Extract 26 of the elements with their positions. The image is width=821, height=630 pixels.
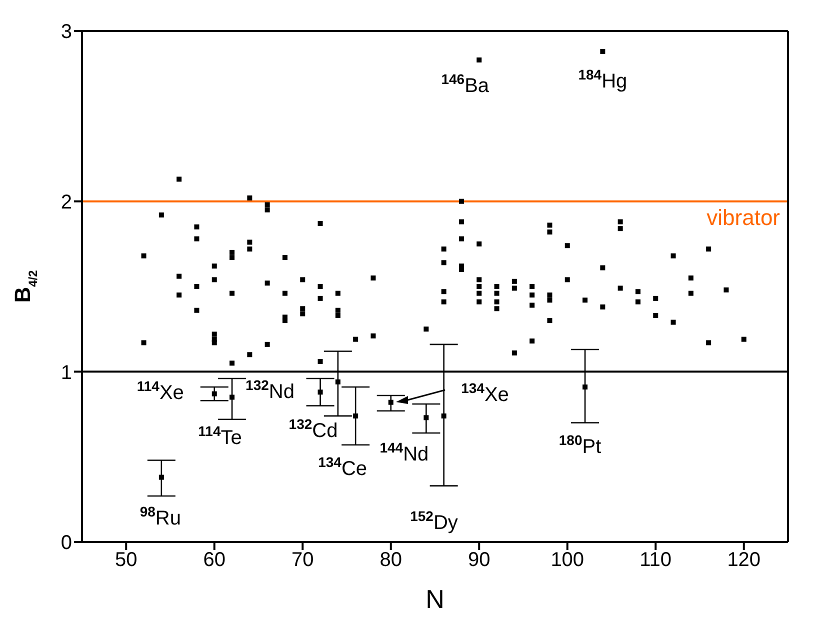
y-tick-label: 2 xyxy=(60,191,72,214)
annotation: $^{144}$Nd xyxy=(380,440,429,466)
annotation: $^{152}$Dy xyxy=(410,508,458,534)
x-axis-title: N xyxy=(426,584,444,614)
y-tick-label: 0 xyxy=(60,532,72,554)
annotation: $^{134}$Xe xyxy=(461,380,509,406)
y-tick-label: 3 xyxy=(60,21,72,44)
x-tick-label: 50 xyxy=(115,549,138,572)
annotation: $^{114}$Te xyxy=(198,423,242,450)
y-tick-label: 1 xyxy=(60,362,72,384)
annotation: $^{134}$Ce xyxy=(318,454,368,480)
x-tick-label: 120 xyxy=(727,549,761,572)
x-tick-label: 90 xyxy=(468,549,490,572)
ref-line-label: vibrator xyxy=(706,204,780,230)
annotation: $^{132}$Cd xyxy=(288,416,338,442)
annotation: $^{184}$Hg xyxy=(578,66,628,92)
annotation: $^{114}$Xe xyxy=(136,378,184,404)
annotation: $^{146}$Ba xyxy=(441,70,490,97)
x-tick-label: 80 xyxy=(380,549,402,572)
annotation: $^{132}$Nd xyxy=(246,377,294,404)
x-tick-label: 100 xyxy=(550,549,584,572)
x-tick-label: 110 xyxy=(640,549,672,572)
x-tick-label: 70 xyxy=(292,549,314,572)
annotation: $^{98}$Ru xyxy=(140,503,182,530)
annotation: $^{180}$Pt xyxy=(558,432,602,458)
x-tick-label: 60 xyxy=(203,549,226,572)
